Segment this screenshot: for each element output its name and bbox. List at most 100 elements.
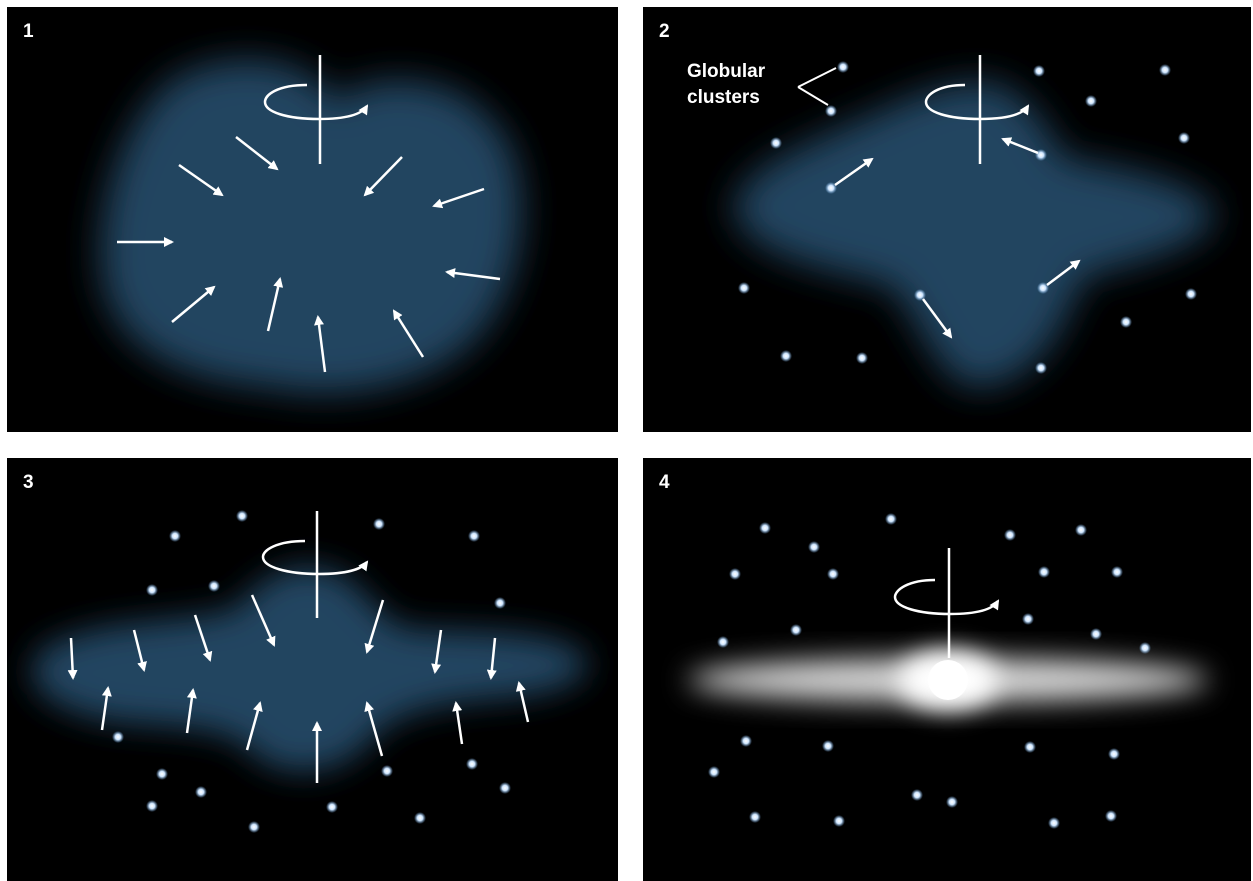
globular-cluster bbox=[1120, 316, 1132, 328]
infall-arrow bbox=[486, 637, 497, 680]
globular-cluster bbox=[717, 636, 729, 648]
gas-cloud bbox=[733, 81, 1215, 388]
infall-arrow bbox=[515, 681, 530, 723]
galactic-disk-diagram bbox=[688, 513, 1208, 829]
panel-number: 4 bbox=[659, 472, 670, 493]
globular-cluster bbox=[708, 766, 720, 778]
infall-arrow bbox=[245, 701, 263, 751]
globular-cluster bbox=[1033, 65, 1045, 77]
globular-cluster bbox=[156, 768, 168, 780]
rotation-arrow bbox=[893, 578, 1000, 616]
infall-arrow bbox=[171, 285, 216, 323]
label-line: Globular bbox=[687, 61, 766, 82]
globular-cluster bbox=[1105, 810, 1117, 822]
motion-arrow bbox=[834, 157, 874, 187]
infall-arrow bbox=[432, 187, 485, 209]
panel-2: 2 Globular clusters bbox=[643, 7, 1251, 432]
globular-cluster bbox=[466, 758, 478, 770]
globular-cluster bbox=[790, 624, 802, 636]
rotation-indicator bbox=[261, 511, 369, 618]
panel-number: 3 bbox=[23, 472, 34, 493]
globular-cluster bbox=[1178, 132, 1190, 144]
globular-cluster bbox=[1090, 628, 1102, 640]
motion-arrow bbox=[1001, 137, 1039, 155]
panel-number: 2 bbox=[659, 21, 670, 42]
gas-cloud bbox=[32, 566, 588, 772]
infall-arrow bbox=[431, 629, 443, 674]
globular-cluster bbox=[856, 352, 868, 364]
infall-arrow bbox=[67, 637, 78, 680]
collapsing-cloud-diagram bbox=[100, 55, 522, 394]
globular-clusters bbox=[112, 510, 511, 833]
infall-arrow bbox=[314, 315, 327, 373]
rotation-arrow bbox=[924, 83, 1030, 121]
panel-1: 1 bbox=[7, 7, 618, 432]
globular-cluster bbox=[738, 282, 750, 294]
globular-clusters-label: Globular clusters bbox=[687, 59, 765, 111]
infall-arrow bbox=[363, 156, 403, 197]
globular-cluster bbox=[1024, 741, 1036, 753]
flattening-arrows bbox=[67, 594, 530, 783]
gas-cloud bbox=[100, 59, 522, 394]
globular-cluster bbox=[1035, 362, 1047, 374]
rotation-indicator bbox=[893, 548, 1000, 658]
infall-arrow bbox=[452, 701, 464, 745]
panel-number: 1 bbox=[23, 21, 34, 42]
globular-cluster bbox=[1159, 64, 1171, 76]
globular-cluster bbox=[494, 597, 506, 609]
rotation-arrow bbox=[263, 83, 369, 121]
globular-cluster bbox=[885, 513, 897, 525]
globular-cluster bbox=[169, 530, 181, 542]
globular-cluster bbox=[1108, 748, 1120, 760]
globular-cluster bbox=[146, 800, 158, 812]
infall-arrow bbox=[250, 594, 276, 647]
infall-arrow bbox=[132, 629, 147, 672]
globular-cluster bbox=[499, 782, 511, 794]
rotation-indicator bbox=[263, 55, 369, 164]
globular-cluster bbox=[770, 137, 782, 149]
infall-arrow bbox=[178, 163, 224, 197]
globular-cluster bbox=[1022, 613, 1034, 625]
panel-4: 4 bbox=[643, 458, 1251, 881]
infall-arrow bbox=[364, 701, 384, 757]
infall-arrow bbox=[235, 136, 279, 171]
flattening-cloud-diagram bbox=[32, 510, 588, 833]
annotation-pointer bbox=[797, 67, 837, 106]
infall-arrow bbox=[364, 599, 385, 654]
panel-3: 3 bbox=[7, 458, 618, 881]
globular-cluster bbox=[208, 580, 220, 592]
infall-arrow bbox=[445, 268, 501, 281]
globular-cluster bbox=[1037, 282, 1049, 294]
globular-cluster bbox=[326, 801, 338, 813]
globular-cluster bbox=[1075, 524, 1087, 536]
globular-clusters bbox=[738, 61, 1197, 374]
globular-cluster bbox=[146, 584, 158, 596]
globular-cluster bbox=[740, 735, 752, 747]
infall-arrow bbox=[392, 309, 425, 358]
rotation-arrow bbox=[261, 539, 369, 576]
globular-cluster bbox=[1085, 95, 1097, 107]
rotation-indicator bbox=[924, 55, 1030, 164]
globular-cluster bbox=[825, 182, 837, 194]
globular-cluster bbox=[1004, 529, 1016, 541]
cluster-motion-arrows bbox=[834, 137, 1081, 339]
infall-arrows bbox=[117, 136, 501, 373]
label-line: clusters bbox=[687, 87, 760, 108]
globular-cluster bbox=[729, 568, 741, 580]
globular-cluster bbox=[759, 522, 771, 534]
globular-cluster bbox=[833, 815, 845, 827]
motion-arrow bbox=[921, 298, 953, 339]
globular-cluster bbox=[946, 796, 958, 808]
globular-cluster bbox=[112, 731, 124, 743]
globular-cluster bbox=[914, 289, 926, 301]
motion-arrow bbox=[1046, 259, 1081, 286]
globular-cluster bbox=[195, 786, 207, 798]
infall-arrow bbox=[100, 686, 112, 731]
infall-arrow bbox=[266, 277, 284, 332]
globular-cluster bbox=[1035, 149, 1047, 161]
globular-cluster bbox=[1048, 817, 1060, 829]
infall-arrow bbox=[185, 688, 197, 734]
globular-cluster bbox=[1111, 566, 1123, 578]
infall-arrow bbox=[193, 614, 213, 662]
globular-cluster bbox=[381, 765, 393, 777]
